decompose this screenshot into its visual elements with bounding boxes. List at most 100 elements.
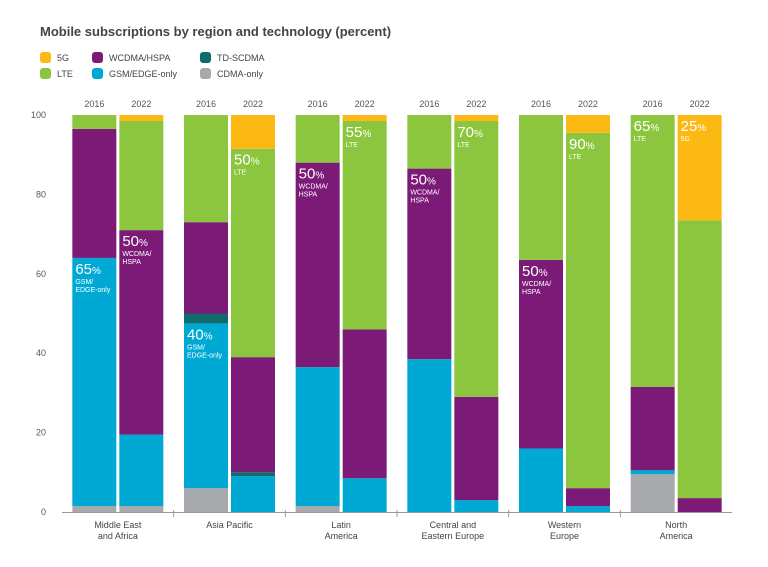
legend-swatch-wcdma <box>92 52 103 63</box>
annotation-number-3: 50 <box>234 152 251 169</box>
region-label-western-europe-line-2: Europe <box>550 531 579 541</box>
bar-segment-asia-pacific-2022-td-scdma <box>231 472 275 477</box>
bar-segment-middle-east-and-africa-2016-gsm-edge-only <box>72 257 117 507</box>
bar-segment-asia-pacific-2022-gsm-edge-only <box>231 476 275 512</box>
annotation-number-0: 65 <box>75 261 92 278</box>
bar-segment-latin-america-2016-wcdma-hspa <box>295 162 340 368</box>
annotation-number-9: 90 <box>569 136 586 153</box>
y-tick-label-100: 100 <box>31 110 46 120</box>
annotation-unit-6: % <box>427 177 436 188</box>
bar-segment-north-america-2016-lte <box>630 115 675 387</box>
annotation-caption-6-1: WCDMA/ <box>410 190 439 197</box>
annotation-caption-1-2: HSPA <box>122 259 141 266</box>
year-label-middle-east-and-africa-2022: 2022 <box>131 99 151 109</box>
annotation-caption-0-2: EDGE-only <box>75 287 111 294</box>
bar-segment-latin-america-2022-wcdma-hspa <box>342 329 387 479</box>
annotation-value-4: 50% <box>299 166 325 183</box>
year-label-north-america-2022: 2022 <box>690 99 710 109</box>
legend-item-cdma: CDMA-only <box>200 68 263 79</box>
annotation-unit-8: % <box>539 268 548 279</box>
bar-segment-middle-east-and-africa-2016-lte <box>72 115 117 129</box>
year-label-western-europe-2022: 2022 <box>578 99 598 109</box>
legend-item-wcdma: WCDMA/HSPA <box>92 52 170 63</box>
y-tick-label-20: 20 <box>36 428 46 438</box>
annotation-unit-7: % <box>474 129 483 140</box>
annotation-caption-8-2: HSPA <box>522 289 541 296</box>
bar-segment-latin-america-2022-5g <box>342 115 387 121</box>
annotation-caption-3-1: LTE <box>234 170 247 177</box>
bar-segment-central-and-eastern-europe-2022-gsm-edge-only <box>454 500 499 512</box>
bar-segment-middle-east-and-africa-2022-wcdma-hspa <box>119 230 164 435</box>
annotation-value-10: 65% <box>634 118 660 135</box>
legend-label-tdscdma: TD-SCDMA <box>217 52 265 63</box>
annotation-number-10: 65 <box>634 118 651 135</box>
bar-segment-western-europe-2022-wcdma-hspa <box>566 488 610 507</box>
annotation-unit-2: % <box>204 331 213 342</box>
annotation-unit-4: % <box>315 171 324 182</box>
legend-swatch-tdscdma <box>200 52 211 63</box>
bar-segment-north-america-2016-wcdma-hspa <box>630 386 675 471</box>
annotation-value-1: 50% <box>122 233 148 250</box>
year-label-north-america-2016: 2016 <box>643 99 663 109</box>
region-label-western-europe-line-1: Western <box>548 520 581 530</box>
region-label-latin-america-line-2: America <box>325 531 358 541</box>
legend-label-gsm: GSM/EDGE-only <box>109 68 178 79</box>
annotation-number-7: 70 <box>457 124 474 141</box>
bar-segment-latin-america-2022-gsm-edge-only <box>342 478 387 512</box>
annotation-caption-9-1: LTE <box>569 154 582 161</box>
bar-segment-central-and-eastern-europe-2022-lte <box>454 120 499 397</box>
annotation-unit-9: % <box>586 141 595 152</box>
bar-segment-central-and-eastern-europe-2016-wcdma-hspa <box>407 168 452 360</box>
bar-segment-north-america-2022-5g <box>677 115 722 221</box>
bar-segment-western-europe-2016-wcdma-hspa <box>519 259 563 449</box>
bar-segment-latin-america-2016-gsm-edge-only <box>295 367 340 507</box>
annotation-value-8: 50% <box>522 263 548 280</box>
bar-segment-asia-pacific-2016-cdma-only <box>184 488 228 512</box>
annotation-caption-7-1: LTE <box>457 142 470 149</box>
region-label-north-america-line-1: North <box>665 520 687 530</box>
region-label-central-and-eastern-europe-line-1: Central and <box>430 520 477 530</box>
annotation-number-4: 50 <box>299 166 316 183</box>
bar-segment-central-and-eastern-europe-2016-gsm-edge-only <box>407 359 452 512</box>
bar-segment-north-america-2022-lte <box>677 220 722 499</box>
annotation-value-7: 70% <box>457 124 483 141</box>
annotation-caption-4-2: HSPA <box>299 192 318 199</box>
region-label-north-america-line-2: America <box>660 531 693 541</box>
bar-segment-north-america-2022-wcdma-hspa <box>677 498 722 512</box>
annotation-caption-11-1: 5G <box>681 136 690 143</box>
bar-segment-middle-east-and-africa-2016-cdma-only <box>72 506 117 512</box>
bar-segment-asia-pacific-2016-lte <box>184 115 228 223</box>
annotation-number-11: 25 <box>681 118 698 135</box>
annotation-unit-5: % <box>362 129 371 140</box>
annotation-caption-2-1: GSM/ <box>187 344 205 351</box>
year-label-latin-america-2016: 2016 <box>308 99 328 109</box>
legend-swatch-5g <box>40 52 51 63</box>
annotation-caption-6-2: HSPA <box>410 198 429 205</box>
bar-segment-middle-east-and-africa-2022-gsm-edge-only <box>119 434 164 507</box>
annotation-unit-10: % <box>650 123 659 134</box>
bar-segment-middle-east-and-africa-2022-cdma-only <box>119 506 164 512</box>
annotation-value-6: 50% <box>410 172 436 189</box>
y-tick-label-0: 0 <box>41 507 46 517</box>
bar-segment-north-america-2016-gsm-edge-only <box>630 470 675 475</box>
annotation-value-2: 40% <box>187 326 213 343</box>
annotation-value-9: 90% <box>569 136 595 153</box>
year-label-latin-america-2022: 2022 <box>355 99 375 109</box>
y-tick-label-40: 40 <box>36 348 46 358</box>
annotation-unit-11: % <box>697 123 706 134</box>
bar-segment-asia-pacific-2022-5g <box>231 115 275 149</box>
bar-segment-north-america-2016-cdma-only <box>630 474 675 512</box>
legend-label-cdma: CDMA-only <box>217 68 264 79</box>
year-label-asia-pacific-2016: 2016 <box>196 99 216 109</box>
year-label-middle-east-and-africa-2016: 2016 <box>84 99 104 109</box>
chart-title: Mobile subscriptions by region and techn… <box>40 24 392 39</box>
legend-label-lte: LTE <box>57 68 73 79</box>
annotation-unit-3: % <box>251 157 260 168</box>
annotation-value-5: 55% <box>346 124 372 141</box>
bar-segment-asia-pacific-2022-wcdma-hspa <box>231 357 275 473</box>
bar-segment-asia-pacific-2016-gsm-edge-only <box>184 323 228 489</box>
year-label-central-and-eastern-europe-2022: 2022 <box>466 99 486 109</box>
year-label-asia-pacific-2022: 2022 <box>243 99 263 109</box>
bar-segment-western-europe-2022-lte <box>566 132 610 489</box>
